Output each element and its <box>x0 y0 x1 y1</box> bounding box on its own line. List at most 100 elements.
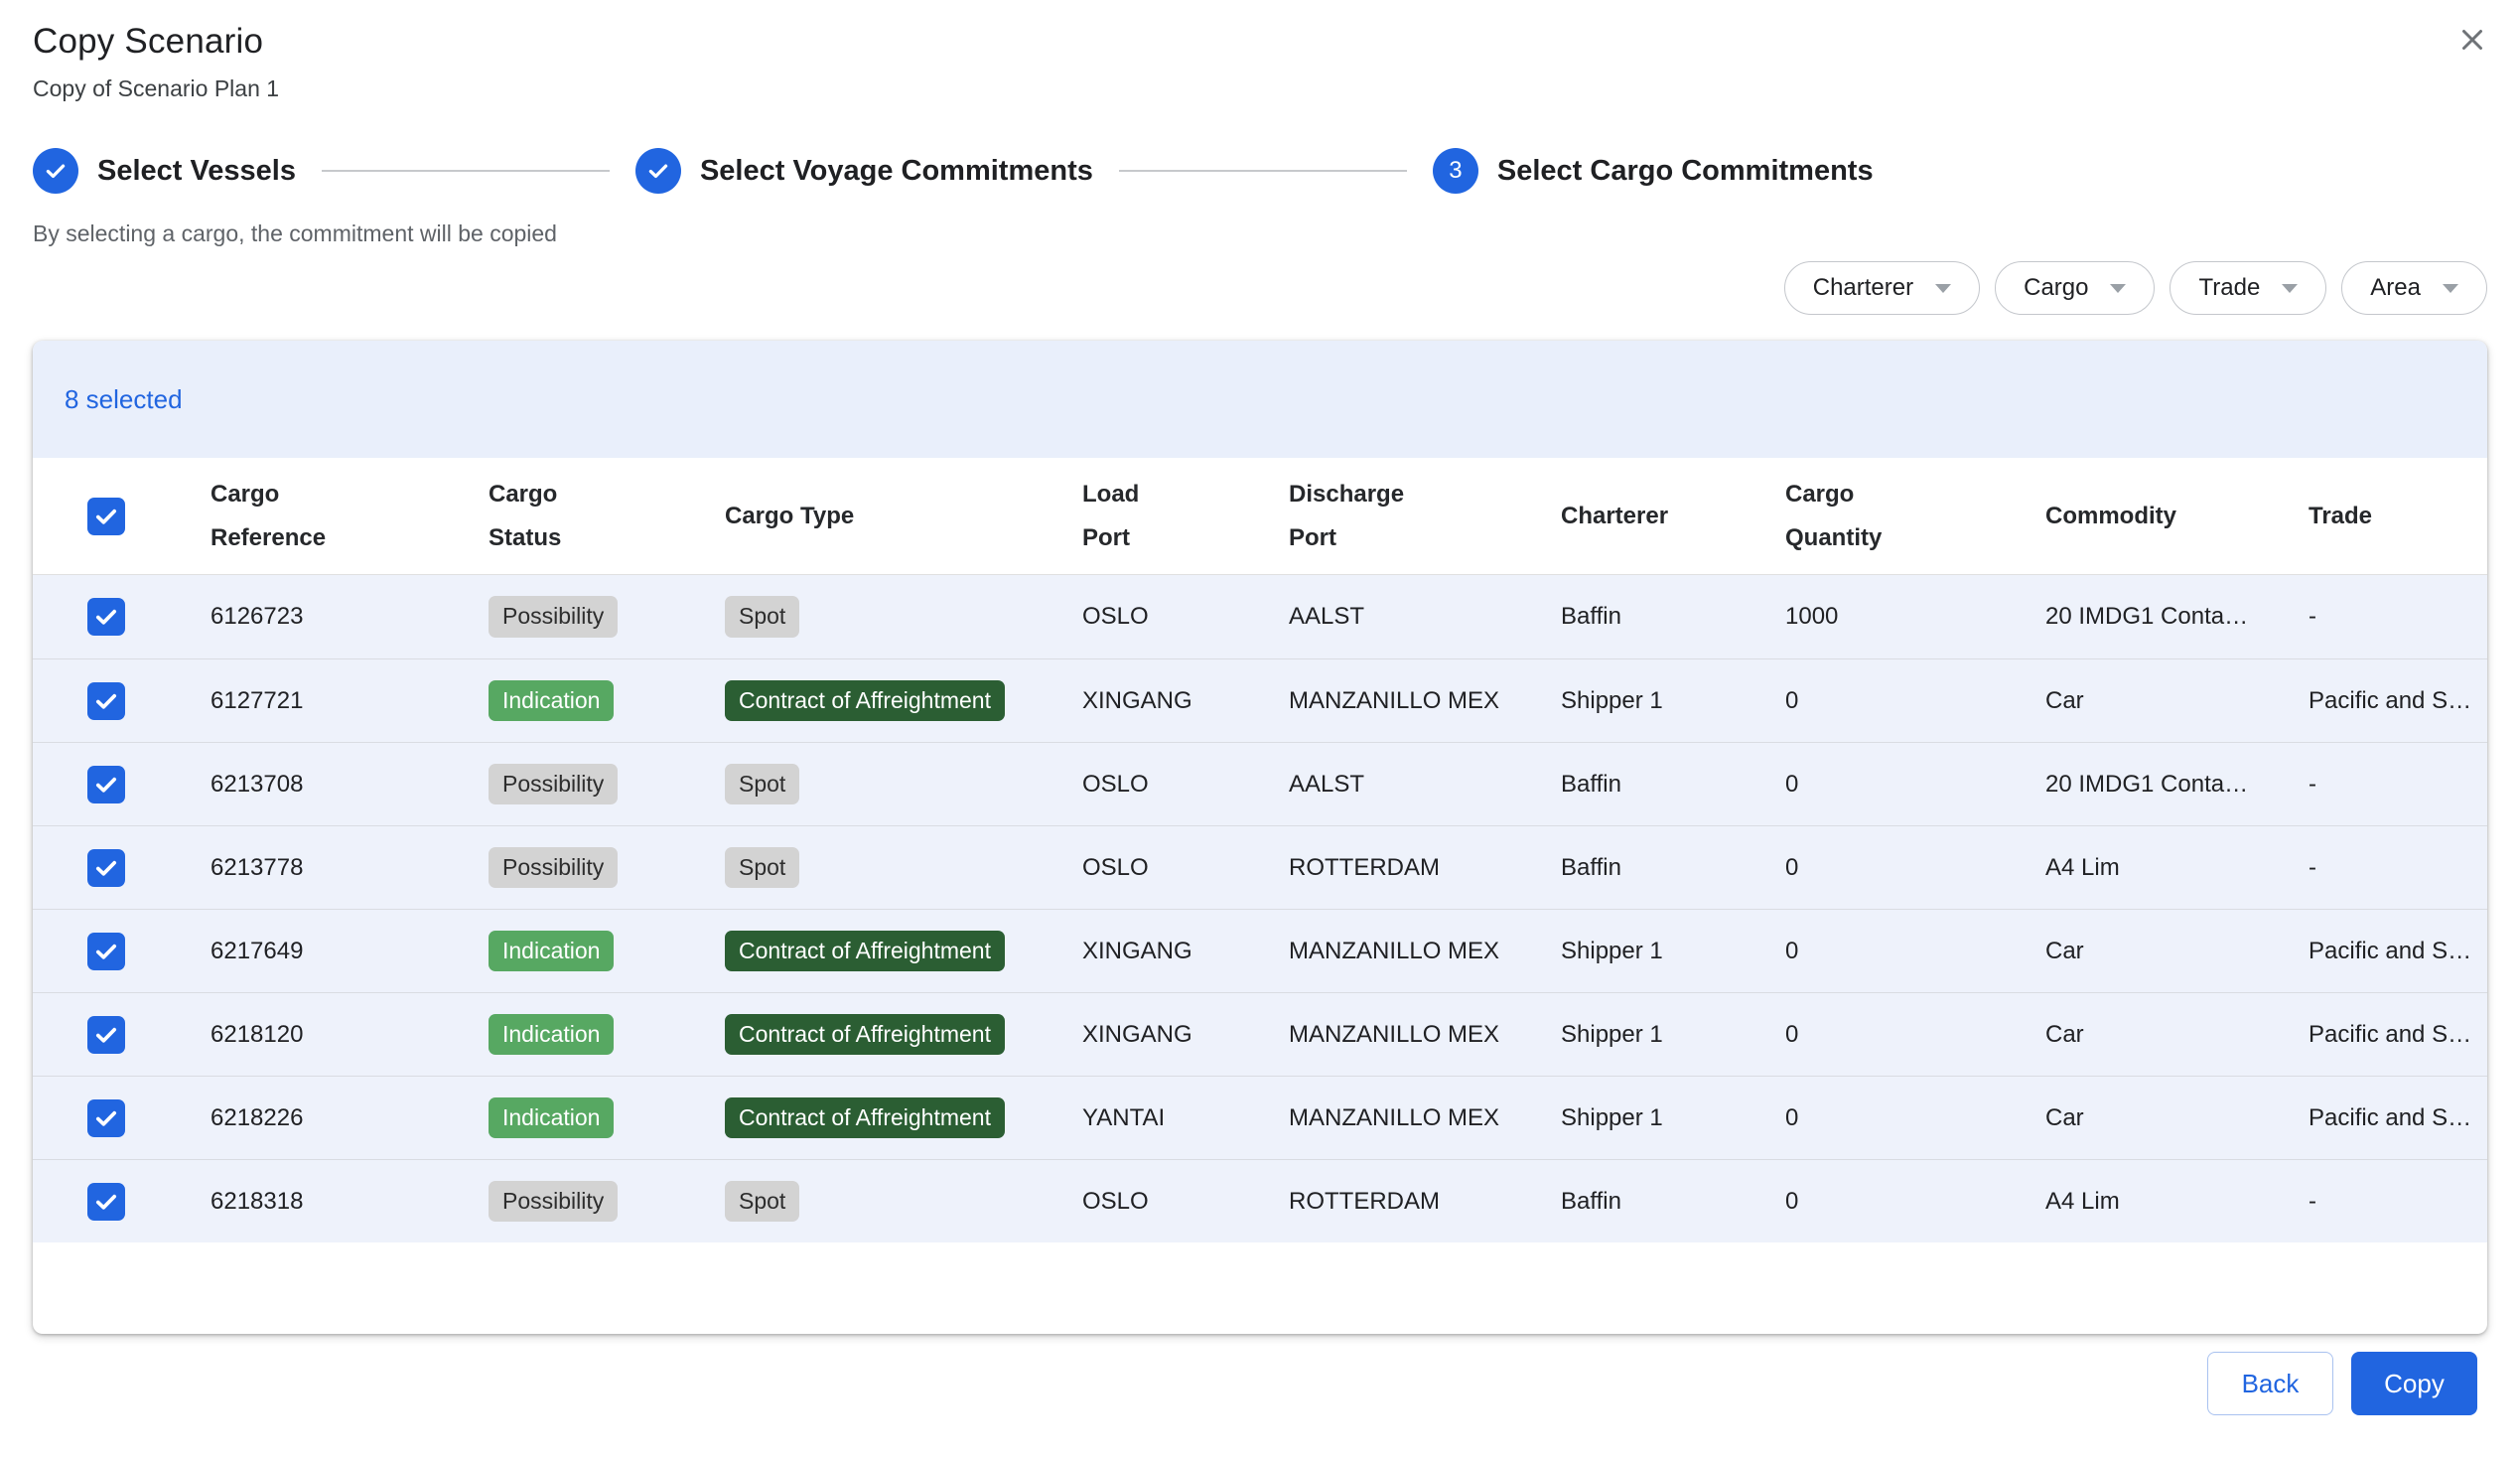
filter-label: Trade <box>2198 274 2261 301</box>
status-badge: Possibility <box>489 763 619 805</box>
status-badge: Indication <box>489 1013 615 1056</box>
filter-charterer-dropdown[interactable]: Charterer <box>1783 261 1981 315</box>
dialog-subtitle: Copy of Scenario Plan 1 <box>33 75 280 101</box>
table-row[interactable]: 6217649 Indication Contract of Affreight… <box>33 909 2487 992</box>
load-port-cell: OSLO <box>1082 1187 1149 1215</box>
row-checkbox[interactable] <box>87 681 125 720</box>
cargo-type-badge: Spot <box>725 763 800 805</box>
chevron-down-icon <box>2282 283 2299 293</box>
row-checkbox[interactable] <box>87 1182 125 1221</box>
cargo-table-card: 8 selected Cargo Reference Cargo Status Carg… <box>33 341 2487 1334</box>
stepper-connector <box>321 170 610 172</box>
load-port-cell: XINGANG <box>1082 686 1192 714</box>
table-row[interactable]: 6127721 Indication Contract of Affreight… <box>33 658 2487 742</box>
select-all-checkbox[interactable] <box>87 497 125 535</box>
cargo-reference-cell: 6218120 <box>210 1020 304 1048</box>
trade-cell: - <box>2309 853 2316 881</box>
close-icon[interactable] <box>2447 14 2498 66</box>
trade-cell: - <box>2309 770 2316 798</box>
cargo-quantity-cell: 0 <box>1785 853 1799 881</box>
charterer-cell: Baffin <box>1561 1187 1621 1215</box>
filter-bar: Charterer Cargo Trade Area <box>33 261 2487 315</box>
cargo-reference-cell: 6217649 <box>210 937 304 964</box>
discharge-port-cell: MANZANILLO MEX <box>1289 937 1500 964</box>
copy-button[interactable]: Copy <box>2351 1352 2477 1415</box>
row-checkbox[interactable] <box>87 598 125 636</box>
table-row[interactable]: 6218226 Indication Contract of Affreight… <box>33 1076 2487 1159</box>
cargo-type-cell: Contract of Affreightment <box>725 679 1082 722</box>
discharge-port-cell: AALST <box>1289 770 1365 798</box>
filter-label: Area <box>2370 274 2421 301</box>
row-checkbox[interactable] <box>87 848 125 887</box>
cargo-status-cell: Possibility <box>489 846 725 889</box>
discharge-port-cell: AALST <box>1289 603 1365 630</box>
cargo-quantity-cell: 0 <box>1785 937 1799 964</box>
step-select-vessels[interactable]: Select Vessels <box>33 148 296 194</box>
status-badge: Indication <box>489 679 615 722</box>
cargo-status-cell: Possibility <box>489 596 725 638</box>
cargo-quantity-cell: 0 <box>1785 770 1799 798</box>
back-button[interactable]: Back <box>2207 1352 2333 1415</box>
cargo-quantity-cell: 0 <box>1785 686 1799 714</box>
trade-cell: - <box>2309 603 2316 630</box>
row-checkbox[interactable] <box>87 1015 125 1054</box>
status-badge: Possibility <box>489 846 619 889</box>
filter-label: Charterer <box>1812 274 1914 301</box>
step-label: Select Vessels <box>97 154 296 187</box>
cargo-reference-cell: 6213778 <box>210 853 304 881</box>
cargo-type-badge: Spot <box>725 846 800 889</box>
cargo-type-badge: Spot <box>725 1180 800 1223</box>
column-header-cargo-status: Cargo Status <box>489 481 562 551</box>
selected-count: 8 selected <box>65 383 183 414</box>
cargo-reference-cell: 6127721 <box>210 686 304 714</box>
status-badge: Possibility <box>489 1180 619 1223</box>
cargo-quantity-cell: 0 <box>1785 1020 1799 1048</box>
table-row[interactable]: 6213778 Possibility Spot OSLO ROTTERDAM … <box>33 825 2487 909</box>
step-select-cargo-commitments[interactable]: 3 Select Cargo Commitments <box>1432 148 1874 194</box>
charterer-cell: Shipper 1 <box>1561 1020 1663 1048</box>
page-title: Copy Scenario <box>33 22 264 61</box>
cargo-quantity-cell: 0 <box>1785 1187 1799 1215</box>
trade-cell: Pacific and So… <box>2309 686 2485 714</box>
filter-area-dropdown[interactable]: Area <box>2341 261 2487 315</box>
trade-cell: Pacific and So… <box>2309 1020 2485 1048</box>
cargo-status-cell: Possibility <box>489 763 725 805</box>
table-row[interactable]: 6213708 Possibility Spot OSLO AALST Baff… <box>33 742 2487 825</box>
cargo-type-badge: Contract of Affreightment <box>725 1096 1005 1139</box>
filter-cargo-dropdown[interactable]: Cargo <box>1995 261 2156 315</box>
step-label: Select Cargo Commitments <box>1496 154 1874 187</box>
row-checkbox[interactable] <box>87 1098 125 1137</box>
discharge-port-cell: MANZANILLO MEX <box>1289 1103 1500 1131</box>
cargo-type-badge: Spot <box>725 596 800 638</box>
load-port-cell: OSLO <box>1082 603 1149 630</box>
row-checkbox[interactable] <box>87 932 125 970</box>
commodity-cell: Car <box>2045 1020 2084 1048</box>
cargo-type-cell: Spot <box>725 846 1082 889</box>
check-icon <box>634 148 681 194</box>
check-icon <box>33 148 78 194</box>
table-header-row: Cargo Reference Cargo Status Cargo Type Load P… <box>33 458 2487 575</box>
column-header-charterer: Charterer <box>1561 502 1669 529</box>
load-port-cell: XINGANG <box>1082 937 1192 964</box>
discharge-port-cell: ROTTERDAM <box>1289 1187 1440 1215</box>
discharge-port-cell: MANZANILLO MEX <box>1289 686 1500 714</box>
column-header-trade: Trade <box>2309 502 2373 529</box>
cargo-status-cell: Indication <box>489 679 725 722</box>
cargo-reference-cell: 6218318 <box>210 1187 304 1215</box>
status-badge: Indication <box>489 930 615 972</box>
cargo-type-cell: Spot <box>725 763 1082 805</box>
row-checkbox[interactable] <box>87 765 125 803</box>
table-row[interactable]: 6126723 Possibility Spot OSLO AALST Baff… <box>33 575 2487 658</box>
step-select-voyage-commitments[interactable]: Select Voyage Commitments <box>634 148 1093 194</box>
cargo-status-cell: Indication <box>489 1096 725 1139</box>
chevron-down-icon <box>2110 283 2127 293</box>
table-row[interactable]: 6218120 Indication Contract of Affreight… <box>33 992 2487 1076</box>
cargo-quantity-cell: 0 <box>1785 1103 1799 1131</box>
dialog-footer: Back Copy <box>33 1352 2487 1415</box>
commodity-cell: A4 Lim <box>2045 1187 2120 1215</box>
filter-trade-dropdown[interactable]: Trade <box>2170 261 2327 315</box>
table-row[interactable]: 6218318 Possibility Spot OSLO ROTTERDAM … <box>33 1159 2487 1242</box>
discharge-port-cell: ROTTERDAM <box>1289 853 1440 881</box>
status-badge: Possibility <box>489 596 619 638</box>
cargo-status-cell: Indication <box>489 930 725 972</box>
